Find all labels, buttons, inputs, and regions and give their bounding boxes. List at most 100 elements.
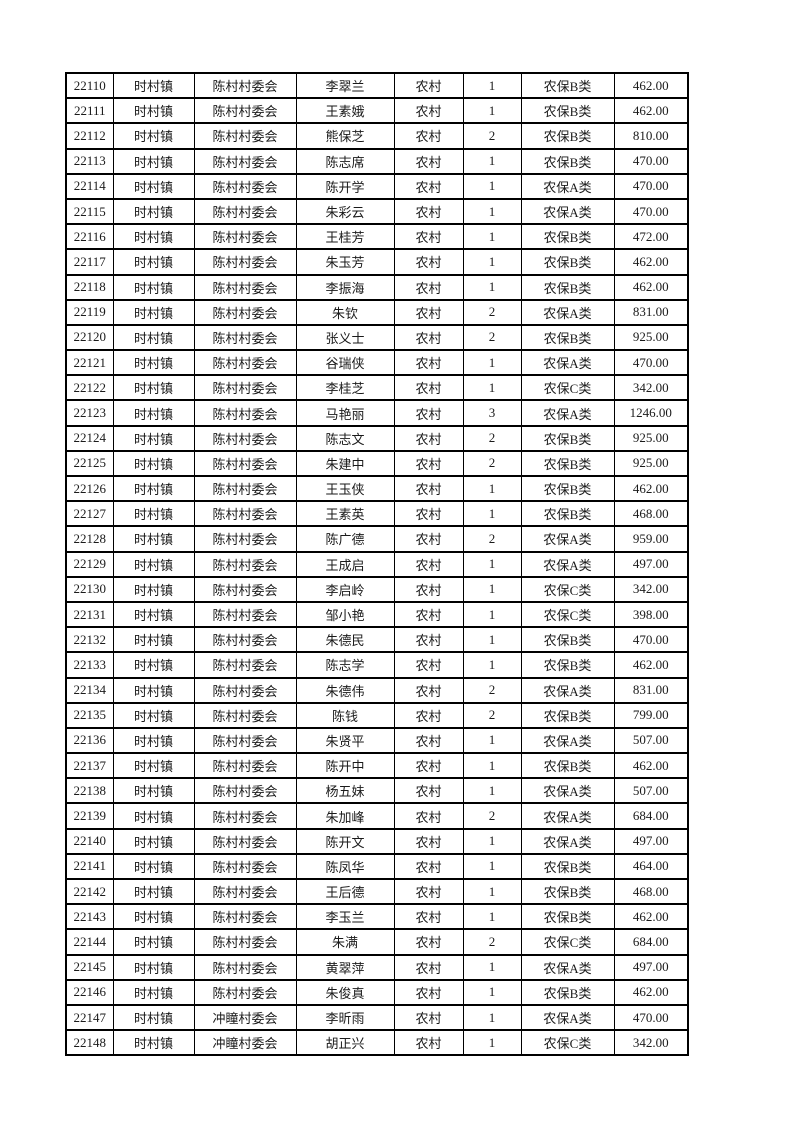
table-row: 22125 时村镇 陈村村委会 朱建中 农村 2 农保B类 925.00 [65,449,689,478]
cell-area-type: 农村 [393,777,464,805]
cell-person-name: 黄翠萍 [295,953,395,981]
cell-area-type: 农村 [393,600,464,629]
cell-seq-number: 22127 [65,500,114,528]
cell-person-count: 1 [462,1029,522,1057]
cell-village-committee: 陈村村委会 [193,197,297,226]
cell-person-name: 朱彩云 [295,197,395,226]
cell-town: 时村镇 [112,802,195,830]
cell-person-name: 杨五妹 [295,777,395,805]
cell-amount: 462.00 [613,651,689,679]
cell-amount: 1246.00 [613,399,689,427]
cell-amount: 462.00 [613,752,689,780]
cell-seq-number: 22147 [65,1003,114,1032]
cell-person-count: 1 [462,474,522,503]
cell-person-name: 陈开学 [295,172,395,200]
cell-amount: 468.00 [613,877,689,906]
cell-town: 时村镇 [112,701,195,729]
cell-person-name: 李玉兰 [295,903,395,931]
cell-person-count: 1 [462,752,522,780]
cell-village-committee: 陈村村委会 [193,248,297,276]
cell-person-count: 1 [462,827,522,855]
cell-area-type: 农村 [393,575,464,603]
cell-town: 时村镇 [112,852,195,881]
cell-town: 时村镇 [112,474,195,503]
cell-town: 时村镇 [112,248,195,276]
cell-insurance-category: 农保B类 [520,71,615,100]
table-row: 22130 时村镇 陈村村委会 李启岭 农村 1 农保C类 342.00 [65,575,689,603]
cell-village-committee: 陈村村委会 [193,953,297,981]
cell-town: 时村镇 [112,349,195,377]
cell-amount: 472.00 [613,223,689,251]
cell-insurance-category: 农保A类 [520,550,615,578]
cell-person-count: 2 [462,701,522,729]
cell-insurance-category: 农保B类 [520,877,615,906]
cell-person-name: 王素娥 [295,97,395,125]
cell-insurance-category: 农保A类 [520,525,615,553]
table-row: 22122 时村镇 陈村村委会 李桂芝 农村 1 农保C类 342.00 [65,374,689,402]
table-row: 22120 时村镇 陈村村委会 张义士 农村 2 农保B类 925.00 [65,323,689,352]
cell-area-type: 农村 [393,349,464,377]
cell-seq-number: 22120 [65,323,114,352]
cell-person-count: 1 [462,97,522,125]
table-row: 22128 时村镇 陈村村委会 陈广德 农村 2 农保A类 959.00 [65,525,689,553]
cell-area-type: 农村 [393,323,464,352]
cell-area-type: 农村 [393,978,464,1006]
cell-person-count: 1 [462,953,522,981]
cell-village-committee: 陈村村委会 [193,525,297,553]
cell-town: 时村镇 [112,197,195,226]
cell-town: 时村镇 [112,273,195,301]
cell-person-count: 1 [462,172,522,200]
table-row: 22146 时村镇 陈村村委会 朱俊真 农村 1 农保B类 462.00 [65,978,689,1006]
cell-insurance-category: 农保B类 [520,903,615,931]
cell-amount: 799.00 [613,701,689,729]
cell-amount: 470.00 [613,172,689,200]
cell-seq-number: 22123 [65,399,114,427]
cell-area-type: 农村 [393,903,464,931]
cell-person-count: 1 [462,651,522,679]
cell-amount: 462.00 [613,273,689,301]
cell-town: 时村镇 [112,651,195,679]
cell-area-type: 农村 [393,525,464,553]
cell-seq-number: 22145 [65,953,114,981]
cell-village-committee: 陈村村委会 [193,777,297,805]
cell-village-committee: 陈村村委会 [193,575,297,603]
cell-amount: 497.00 [613,550,689,578]
cell-village-committee: 陈村村委会 [193,449,297,478]
cell-person-name: 朱德民 [295,626,395,654]
cell-seq-number: 22125 [65,449,114,478]
cell-insurance-category: 农保B类 [520,449,615,478]
cell-person-count: 2 [462,424,522,452]
cell-amount: 925.00 [613,449,689,478]
cell-amount: 462.00 [613,903,689,931]
cell-seq-number: 22112 [65,122,114,150]
cell-person-count: 3 [462,399,522,427]
table-row: 22129 时村镇 陈村村委会 王成启 农村 1 农保A类 497.00 [65,550,689,578]
cell-amount: 684.00 [613,802,689,830]
cell-village-committee: 陈村村委会 [193,298,297,326]
cell-insurance-category: 农保B类 [520,701,615,729]
cell-area-type: 农村 [393,1003,464,1032]
cell-town: 时村镇 [112,877,195,906]
cell-seq-number: 22117 [65,248,114,276]
cell-amount: 470.00 [613,1003,689,1032]
cell-person-name: 朱玉芳 [295,248,395,276]
cell-seq-number: 22119 [65,298,114,326]
cell-town: 时村镇 [112,449,195,478]
cell-insurance-category: 农保B类 [520,122,615,150]
cell-area-type: 农村 [393,928,464,956]
cell-town: 时村镇 [112,500,195,528]
table-row: 22115 时村镇 陈村村委会 朱彩云 农村 1 农保A类 470.00 [65,197,689,226]
cell-person-count: 1 [462,550,522,578]
cell-person-count: 1 [462,903,522,931]
cell-insurance-category: 农保A类 [520,172,615,200]
cell-amount: 497.00 [613,953,689,981]
cell-area-type: 农村 [393,374,464,402]
table-row: 22126 时村镇 陈村村委会 王玉侠 农村 1 农保B类 462.00 [65,474,689,503]
cell-area-type: 农村 [393,197,464,226]
cell-person-count: 2 [462,676,522,704]
cell-seq-number: 22142 [65,877,114,906]
cell-area-type: 农村 [393,71,464,100]
cell-area-type: 农村 [393,248,464,276]
cell-amount: 831.00 [613,298,689,326]
